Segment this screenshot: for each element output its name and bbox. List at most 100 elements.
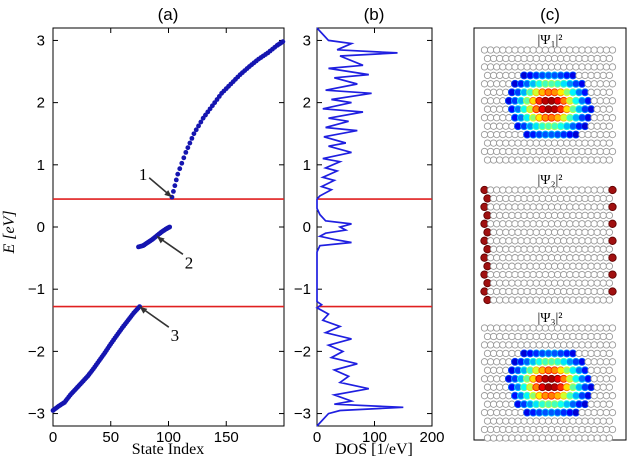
lattice-site <box>593 417 601 425</box>
panel-b-xlabel: DOS [1/eV] <box>335 441 413 458</box>
lattice-site <box>483 434 492 442</box>
lattice-site <box>590 186 598 194</box>
lattice-site <box>584 408 592 417</box>
lattice-site <box>587 417 595 425</box>
lattice-site <box>602 408 611 417</box>
lattice-site <box>605 139 614 147</box>
lattice-site <box>544 279 553 287</box>
lattice-site <box>483 122 492 130</box>
lattice-site <box>489 434 498 442</box>
lattice-site <box>605 245 614 253</box>
lattice-site <box>544 211 553 220</box>
lattice-site <box>572 270 580 279</box>
lattice-site <box>599 383 607 391</box>
lattice-site <box>489 417 498 425</box>
lattice-site <box>593 279 601 287</box>
lattice-site <box>538 279 547 287</box>
lattice-site <box>541 341 550 349</box>
lattice-site <box>544 417 553 425</box>
lattice-site <box>584 237 592 245</box>
lattice-site <box>535 186 543 194</box>
lattice-site <box>511 203 519 211</box>
lattice-site <box>544 54 553 63</box>
lattice-site <box>593 156 601 164</box>
panel-a-annotation-arrowhead <box>156 236 165 244</box>
lattice-site <box>581 262 589 270</box>
lattice-site <box>584 113 593 122</box>
lattice-site <box>496 366 504 374</box>
panel-a-annotation-arrowhead <box>164 190 172 198</box>
lattice-site <box>605 366 614 374</box>
lattice-site <box>505 46 513 54</box>
lattice-site <box>511 254 519 262</box>
lattice-site <box>523 254 531 262</box>
lattice-site <box>508 332 516 341</box>
lattice-site <box>599 228 607 236</box>
lattice-site <box>544 245 553 253</box>
lattice-site <box>523 203 531 211</box>
lattice-site <box>602 130 611 139</box>
lattice-site <box>547 220 556 228</box>
lattice-site <box>508 211 516 220</box>
lattice-site <box>605 122 614 130</box>
lattice-site <box>486 425 495 434</box>
lattice-site <box>480 63 489 71</box>
lattice-site <box>550 417 559 425</box>
lattice-site <box>590 408 598 417</box>
lattice-site <box>578 425 586 434</box>
lattice-site <box>520 296 528 304</box>
lattice-site <box>489 332 498 341</box>
lattice-site <box>569 194 577 203</box>
lattice-site <box>526 194 534 203</box>
lattice-site <box>560 203 568 211</box>
lattice-site <box>538 417 547 425</box>
lattice-site <box>526 211 534 220</box>
lattice-site <box>499 287 507 296</box>
lattice-site <box>538 245 547 253</box>
lattice-site <box>489 194 498 203</box>
lattice-site <box>493 408 501 417</box>
lattice-site <box>596 324 604 332</box>
lattice-site <box>514 245 522 253</box>
lattice-site <box>605 383 614 391</box>
lattice-site <box>587 279 595 287</box>
lattice-site <box>608 130 617 139</box>
lattice-site <box>544 262 553 270</box>
lattice-site <box>569 228 577 236</box>
lattice-site <box>517 63 525 71</box>
lattice-site <box>557 156 565 164</box>
lattice-site <box>608 80 617 88</box>
lattice-site <box>508 228 516 236</box>
lattice-site <box>575 211 583 220</box>
lattice-site <box>489 279 498 287</box>
panel-b-ytick-label: 2 <box>303 95 311 112</box>
lattice-site <box>553 270 562 279</box>
lattice-site <box>517 203 525 211</box>
lattice-site <box>499 392 507 400</box>
panel-a-ytick-label: −1 <box>28 281 45 298</box>
lattice-site <box>489 139 498 147</box>
lattice-site <box>553 186 562 194</box>
panel-a-point <box>172 183 178 189</box>
lattice-site <box>529 254 537 262</box>
lattice-site <box>514 194 522 203</box>
lattice-site <box>526 296 534 304</box>
lattice-site <box>511 130 519 139</box>
lattice-site <box>532 54 540 63</box>
lattice-site <box>526 156 534 164</box>
lattice-site <box>532 211 540 220</box>
lattice-site <box>605 105 614 113</box>
lattice-site <box>584 391 593 400</box>
lattice-site <box>599 296 607 304</box>
lattice-site <box>538 262 547 270</box>
lattice-site <box>587 366 595 374</box>
lattice-site <box>593 245 601 253</box>
lattice-site <box>599 366 607 374</box>
lattice-site <box>608 202 617 212</box>
lattice-site <box>602 97 611 105</box>
lattice-site <box>508 71 516 80</box>
lattice-site <box>547 63 556 71</box>
lattice-site <box>563 434 571 442</box>
lattice-site <box>532 332 540 341</box>
lattice-site <box>593 400 601 408</box>
